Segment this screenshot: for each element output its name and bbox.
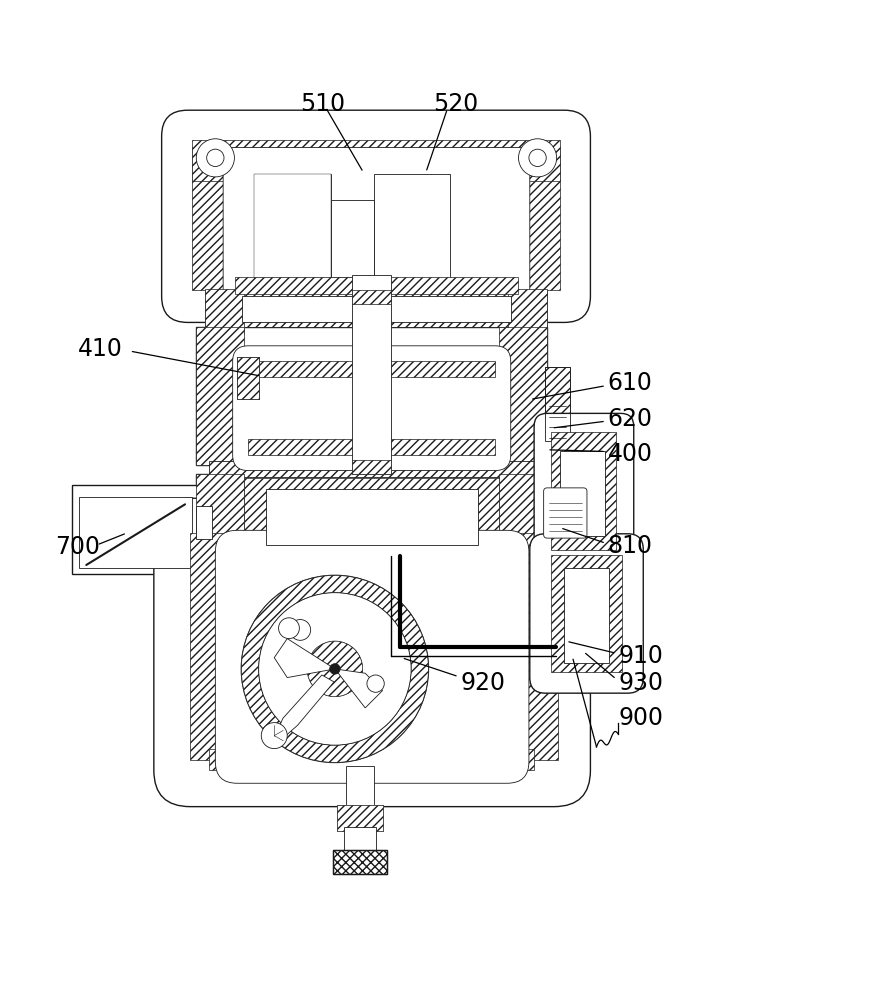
Bar <box>333 850 387 874</box>
Bar <box>552 432 616 550</box>
Bar <box>500 327 547 465</box>
Bar <box>546 367 570 441</box>
Bar <box>244 348 500 461</box>
Bar <box>192 140 561 181</box>
Bar <box>352 290 391 304</box>
Bar <box>255 174 330 278</box>
Bar <box>249 439 495 455</box>
Bar <box>266 489 478 545</box>
FancyBboxPatch shape <box>534 413 634 569</box>
Circle shape <box>207 149 224 167</box>
Bar <box>508 289 547 334</box>
Polygon shape <box>277 675 334 738</box>
Polygon shape <box>335 669 382 708</box>
Text: 810: 810 <box>607 534 653 558</box>
Bar <box>244 478 500 552</box>
Bar <box>546 367 570 441</box>
Bar <box>209 461 539 477</box>
FancyBboxPatch shape <box>216 530 529 783</box>
Bar <box>352 460 391 474</box>
Circle shape <box>367 675 384 692</box>
Circle shape <box>307 641 362 697</box>
Circle shape <box>519 139 557 177</box>
FancyBboxPatch shape <box>162 110 590 322</box>
Circle shape <box>290 620 310 640</box>
Text: 910: 910 <box>618 644 663 668</box>
Bar <box>561 451 605 536</box>
Circle shape <box>329 664 340 674</box>
Text: 510: 510 <box>300 92 345 116</box>
Text: 410: 410 <box>77 337 123 361</box>
Bar <box>190 533 238 760</box>
Wedge shape <box>242 575 428 762</box>
Bar <box>196 474 244 556</box>
Circle shape <box>196 139 235 177</box>
Text: 610: 610 <box>607 371 653 395</box>
Circle shape <box>279 618 299 639</box>
FancyBboxPatch shape <box>530 534 643 693</box>
Text: 520: 520 <box>433 92 478 116</box>
Bar <box>343 827 376 853</box>
Bar <box>333 850 387 874</box>
Bar <box>192 147 246 290</box>
Bar <box>196 327 244 465</box>
Bar <box>255 174 330 278</box>
Circle shape <box>259 593 411 745</box>
Text: 400: 400 <box>607 442 653 466</box>
Text: 920: 920 <box>461 671 506 695</box>
Bar <box>352 275 391 474</box>
Bar <box>507 147 561 290</box>
Bar <box>205 290 547 327</box>
Bar <box>337 805 382 831</box>
Bar <box>551 555 621 672</box>
Bar <box>196 474 547 556</box>
Polygon shape <box>275 639 335 678</box>
Bar <box>72 485 201 574</box>
Bar <box>196 327 547 465</box>
Bar <box>565 568 609 663</box>
Bar <box>196 506 212 539</box>
Bar <box>337 805 382 831</box>
Circle shape <box>529 149 547 167</box>
Circle shape <box>242 575 428 762</box>
Text: 620: 620 <box>607 407 653 431</box>
Bar <box>346 766 374 809</box>
Bar <box>237 357 259 399</box>
FancyBboxPatch shape <box>223 147 530 303</box>
Bar <box>235 277 518 294</box>
Bar <box>374 174 450 278</box>
FancyBboxPatch shape <box>154 498 590 807</box>
Bar <box>506 533 558 760</box>
Circle shape <box>262 723 288 749</box>
Bar <box>205 289 244 334</box>
FancyBboxPatch shape <box>233 346 511 471</box>
Bar <box>249 361 495 377</box>
Bar <box>79 497 192 568</box>
Text: 900: 900 <box>618 706 663 730</box>
Text: 700: 700 <box>55 535 100 559</box>
Bar <box>209 749 534 770</box>
Bar <box>196 510 210 552</box>
Bar <box>242 296 511 322</box>
Text: 930: 930 <box>618 671 663 695</box>
Bar <box>330 200 374 277</box>
Bar <box>237 357 259 399</box>
Bar <box>500 474 547 556</box>
FancyBboxPatch shape <box>544 488 587 538</box>
Bar <box>209 539 534 563</box>
Circle shape <box>307 641 362 697</box>
